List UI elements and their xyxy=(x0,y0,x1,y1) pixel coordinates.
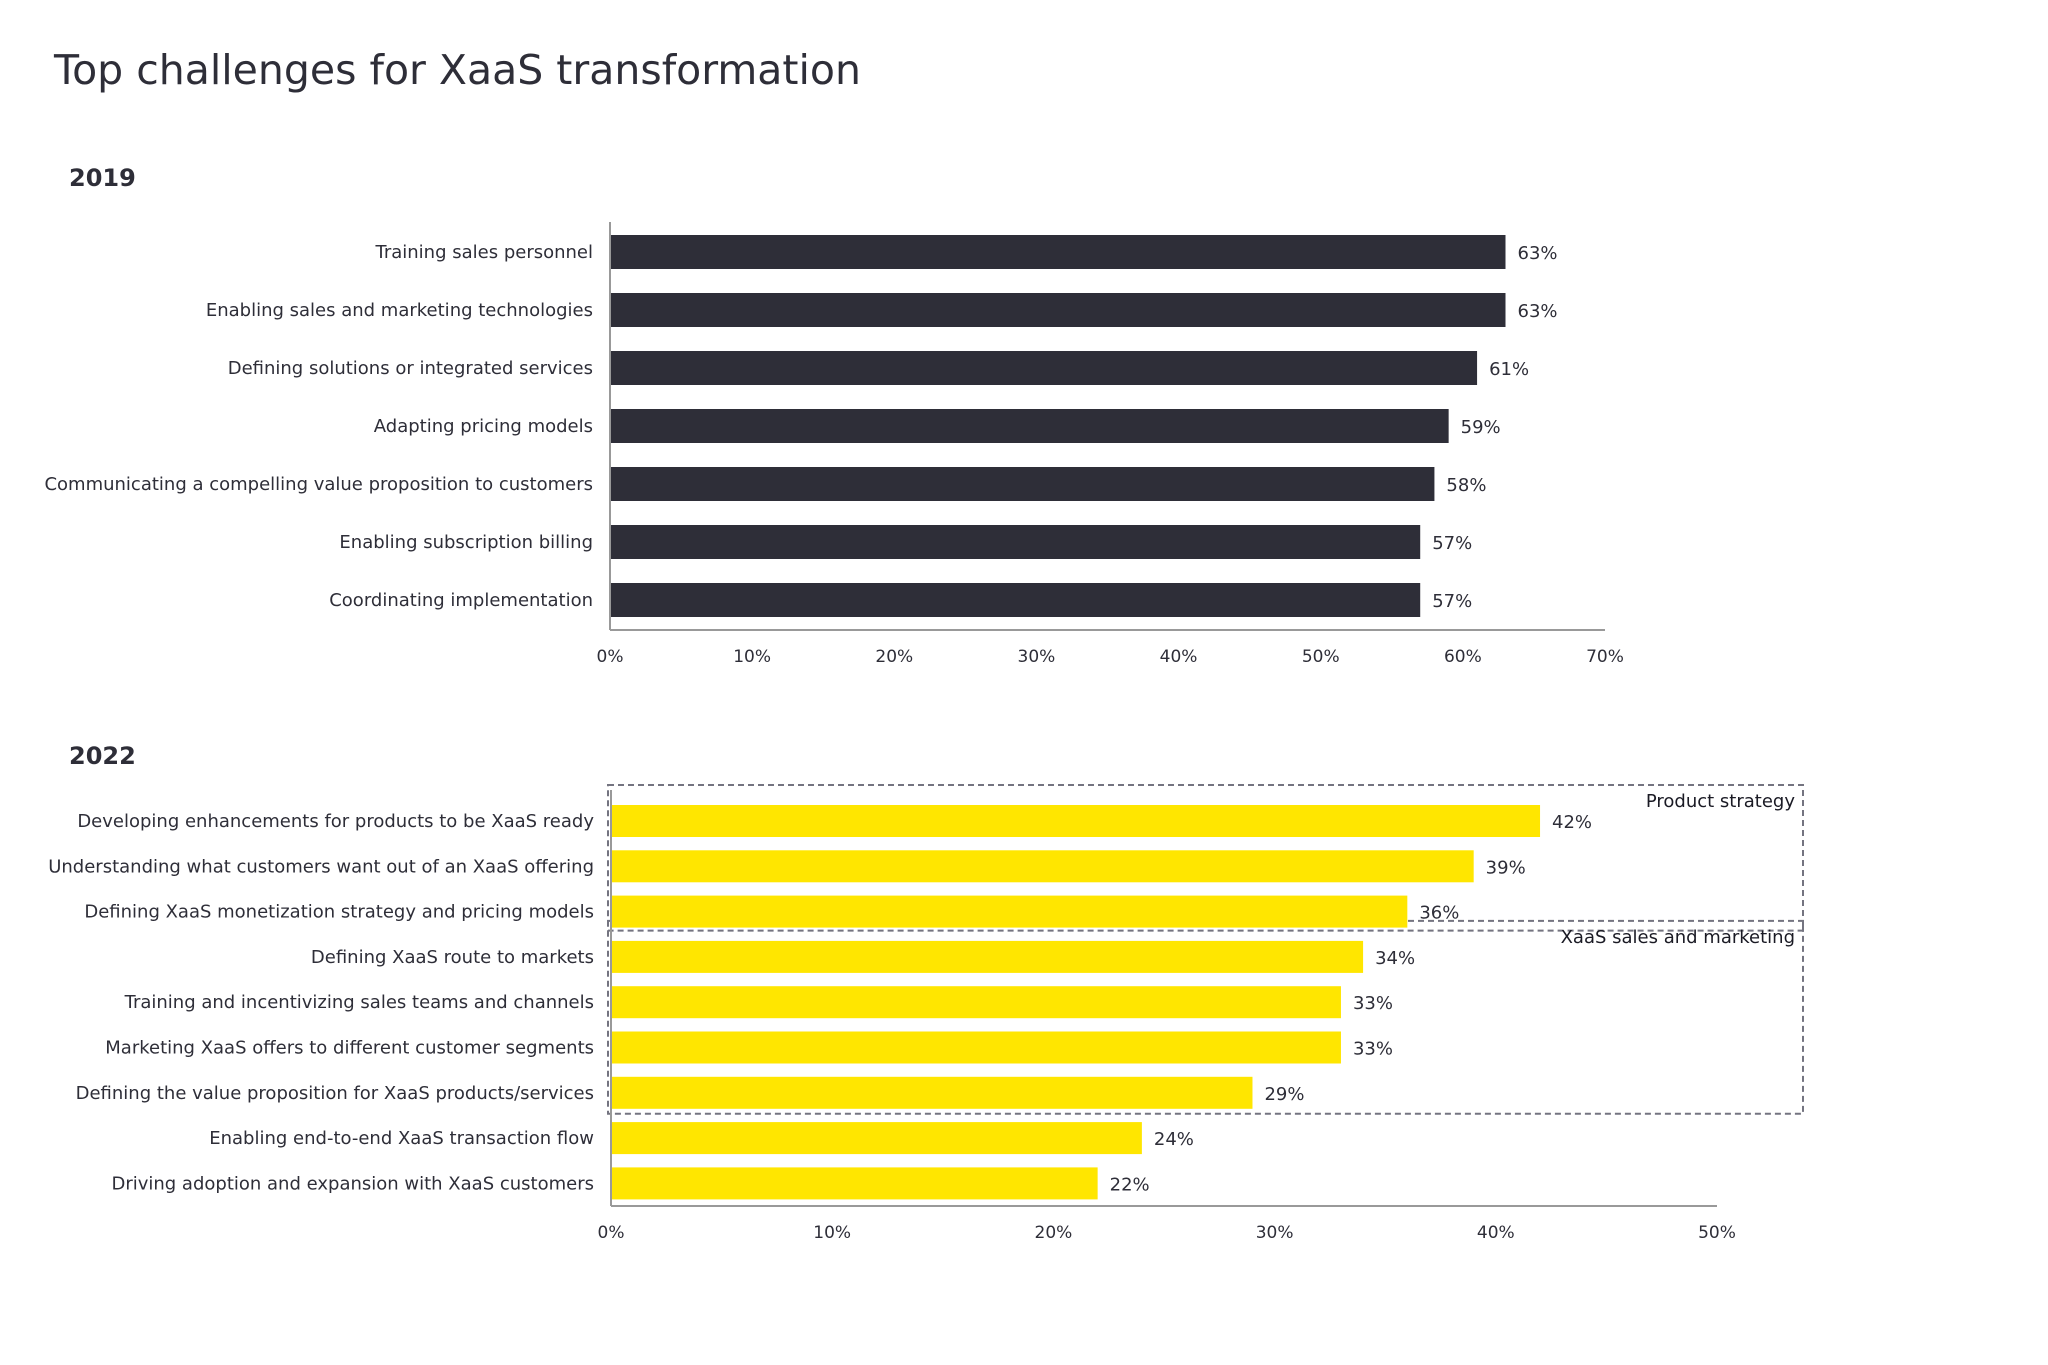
category-label-2019-3: Adapting pricing models xyxy=(374,416,593,437)
tick-label-2019-7: 70% xyxy=(1586,647,1624,667)
value-label-2019-3: 59% xyxy=(1461,417,1501,438)
group-label-0: Product strategy xyxy=(1646,791,1795,812)
category-label-2022-0: Developing enhancements for products to … xyxy=(77,811,594,832)
value-label-2022-0: 42% xyxy=(1552,812,1592,833)
category-label-2022-3: Defining XaaS route to markets xyxy=(311,947,594,968)
value-label-2022-1: 39% xyxy=(1486,857,1526,878)
value-label-2019-5: 57% xyxy=(1432,533,1472,554)
tick-label-2022-5: 50% xyxy=(1698,1223,1736,1243)
tick-label-2022-3: 30% xyxy=(1256,1223,1294,1243)
category-label-2022-4: Training and incentivizing sales teams a… xyxy=(124,992,594,1013)
bar-2022-1 xyxy=(611,850,1474,883)
bar-2019-4 xyxy=(610,467,1435,501)
bar-2019-0 xyxy=(610,235,1506,269)
bar-2019-2 xyxy=(610,351,1478,385)
bar-2019-6 xyxy=(610,583,1421,617)
value-label-2022-3: 34% xyxy=(1375,948,1415,969)
group-label-1: XaaS sales and marketing xyxy=(1561,927,1795,948)
tick-label-2019-0: 0% xyxy=(597,647,624,667)
category-label-2019-5: Enabling subscription billing xyxy=(339,532,593,553)
category-label-2019-0: Training sales personnel xyxy=(374,242,593,263)
bar-2022-5 xyxy=(611,1031,1341,1064)
value-label-2022-6: 29% xyxy=(1264,1084,1304,1105)
tick-label-2019-2: 20% xyxy=(875,647,913,667)
bar-2022-6 xyxy=(611,1076,1253,1109)
bar-chart-2019: Training sales personnel 63% Enabling sale… xyxy=(44,222,1624,667)
bar-2019-1 xyxy=(610,293,1506,327)
bar-2022-7 xyxy=(611,1122,1142,1155)
category-label-2022-8: Driving adoption and expansion with XaaS… xyxy=(111,1173,594,1194)
category-label-2019-4: Communicating a compelling value proposi… xyxy=(44,474,593,495)
category-label-2022-5: Marketing XaaS offers to different custo… xyxy=(105,1038,594,1059)
tick-label-2019-3: 30% xyxy=(1018,647,1056,667)
value-label-2019-6: 57% xyxy=(1432,591,1472,612)
tick-label-2019-4: 40% xyxy=(1160,647,1198,667)
value-label-2022-2: 36% xyxy=(1419,903,1459,924)
chart-title-2022: 2022 xyxy=(69,742,136,770)
value-label-2022-8: 22% xyxy=(1110,1174,1150,1195)
bar-2022-8 xyxy=(611,1167,1098,1200)
bar-2019-5 xyxy=(610,525,1421,559)
chart-title-2019: 2019 xyxy=(69,164,136,192)
bar-2022-0 xyxy=(611,805,1541,837)
value-label-2022-4: 33% xyxy=(1353,993,1393,1014)
tick-label-2019-6: 60% xyxy=(1444,647,1482,667)
tick-label-2019-1: 10% xyxy=(733,647,771,667)
category-label-2019-2: Defining solutions or integrated service… xyxy=(228,358,593,379)
group-box-1 xyxy=(607,919,1804,1115)
tick-label-2022-0: 0% xyxy=(598,1223,625,1243)
category-label-2019-1: Enabling sales and marketing technologie… xyxy=(206,300,593,321)
bar-2022-3 xyxy=(611,940,1364,973)
category-label-2022-1: Understanding what customers want out of… xyxy=(48,856,594,877)
category-label-2022-2: Defining XaaS monetization strategy and … xyxy=(84,902,594,923)
tick-label-2022-4: 40% xyxy=(1477,1223,1515,1243)
value-label-2019-0: 63% xyxy=(1518,243,1558,264)
value-label-2019-1: 63% xyxy=(1518,301,1558,322)
value-label-2022-5: 33% xyxy=(1353,1039,1393,1060)
bar-2022-4 xyxy=(611,986,1341,1019)
tick-label-2022-1: 10% xyxy=(813,1223,851,1243)
bar-2022-2 xyxy=(611,895,1408,928)
value-label-2022-7: 24% xyxy=(1154,1129,1194,1150)
category-label-2019-6: Coordinating implementation xyxy=(329,590,593,611)
tick-label-2019-5: 50% xyxy=(1302,647,1340,667)
category-label-2022-7: Enabling end-to-end XaaS transaction flo… xyxy=(209,1128,594,1149)
bar-chart-2022: Product strategy XaaS sales and marketing… xyxy=(48,784,1804,1243)
category-label-2022-6: Defining the value proposition for XaaS … xyxy=(76,1083,594,1104)
bar-2019-3 xyxy=(610,409,1449,443)
value-label-2019-4: 58% xyxy=(1446,475,1486,496)
value-label-2019-2: 61% xyxy=(1489,359,1529,380)
tick-label-2022-2: 20% xyxy=(1035,1223,1073,1243)
page-title: Top challenges for XaaS transformation xyxy=(54,46,861,94)
